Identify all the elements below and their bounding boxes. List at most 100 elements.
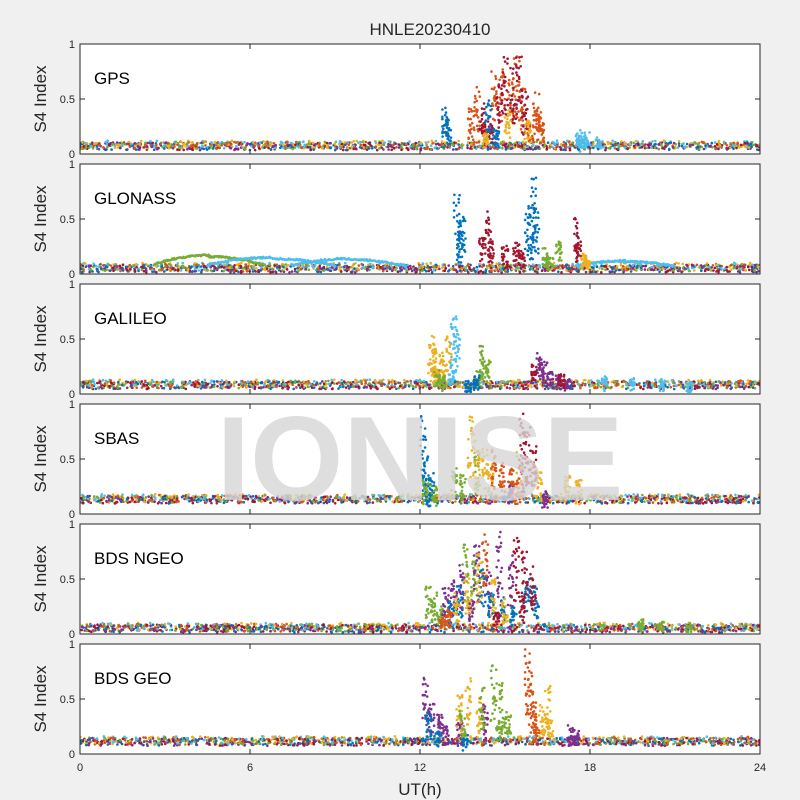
data-point — [386, 266, 390, 270]
data-point — [218, 146, 222, 150]
data-point — [542, 128, 546, 132]
data-point — [526, 216, 530, 219]
data-point — [392, 143, 395, 147]
y-tick-label: 0.5 — [60, 94, 75, 106]
data-point — [253, 148, 257, 152]
data-point — [645, 146, 649, 150]
data-point — [233, 148, 236, 152]
data-point — [483, 132, 486, 136]
data-point — [484, 270, 487, 274]
data-point — [547, 260, 550, 264]
data-point — [414, 141, 418, 145]
data-point — [482, 246, 485, 250]
data-point — [486, 120, 490, 123]
data-point — [653, 143, 656, 146]
data-point — [383, 265, 387, 268]
data-point — [116, 265, 119, 268]
data-point — [320, 146, 324, 150]
data-point — [707, 265, 711, 269]
data-point — [473, 94, 477, 98]
data-point — [487, 115, 491, 118]
data-point — [152, 148, 156, 151]
data-point — [87, 268, 91, 271]
data-point — [475, 110, 479, 114]
data-point — [107, 143, 111, 147]
data-point — [661, 146, 664, 150]
data-point — [140, 139, 143, 143]
data-point — [568, 148, 572, 152]
data-point — [475, 114, 478, 117]
data-point — [507, 109, 510, 112]
data-point — [490, 246, 494, 249]
data-point — [681, 142, 684, 146]
data-point — [186, 269, 190, 272]
data-point — [229, 268, 233, 272]
data-point — [443, 263, 446, 266]
data-point — [489, 238, 492, 241]
data-point — [165, 264, 169, 268]
data-point — [662, 139, 666, 142]
data-point — [333, 142, 337, 145]
data-point — [143, 144, 147, 147]
data-point — [497, 132, 501, 135]
data-point — [379, 266, 382, 269]
data-point — [469, 263, 472, 267]
data-point — [532, 118, 536, 122]
data-point — [558, 145, 562, 149]
data-point — [484, 228, 488, 232]
data-point — [460, 237, 463, 241]
data-point — [159, 142, 162, 146]
data-point — [200, 268, 204, 272]
data-point — [290, 270, 294, 273]
data-point — [508, 265, 512, 269]
data-point — [395, 146, 398, 149]
data-point — [240, 261, 243, 265]
data-point — [512, 67, 515, 70]
data-point — [222, 146, 226, 150]
data-point — [562, 140, 566, 144]
data-point — [358, 146, 362, 149]
data-point — [713, 145, 717, 148]
data-point — [463, 250, 467, 253]
data-point — [485, 142, 488, 146]
data-point — [475, 265, 479, 269]
data-point — [304, 265, 308, 269]
data-point — [658, 267, 662, 271]
data-point — [629, 267, 633, 271]
data-point — [518, 96, 521, 99]
data-point — [443, 123, 447, 126]
data-point — [459, 261, 463, 264]
data-point — [432, 268, 436, 272]
data-point — [669, 141, 673, 144]
data-point — [631, 263, 635, 267]
data-point — [501, 93, 504, 97]
data-point — [463, 243, 466, 247]
data-point — [386, 145, 390, 149]
constellation-label: GPS — [94, 69, 130, 88]
data-point — [299, 268, 303, 271]
data-point — [222, 141, 226, 145]
data-point — [697, 143, 700, 146]
data-point — [141, 261, 144, 265]
data-point — [209, 265, 212, 269]
data-point — [726, 270, 730, 273]
data-point — [512, 252, 515, 256]
data-point — [571, 262, 574, 266]
data-point — [475, 141, 479, 144]
data-point — [551, 140, 554, 144]
data-point — [133, 144, 137, 148]
data-point — [541, 124, 544, 127]
data-point — [699, 264, 703, 267]
data-point — [467, 129, 471, 132]
data-point — [407, 142, 410, 146]
data-point — [546, 141, 550, 144]
data-point — [576, 137, 579, 140]
data-point — [329, 146, 333, 150]
data-point — [709, 268, 712, 271]
data-point — [319, 145, 322, 148]
data-point — [475, 124, 479, 128]
data-point — [534, 194, 537, 197]
data-point — [467, 110, 471, 114]
data-point — [503, 107, 506, 110]
data-point — [718, 143, 721, 147]
